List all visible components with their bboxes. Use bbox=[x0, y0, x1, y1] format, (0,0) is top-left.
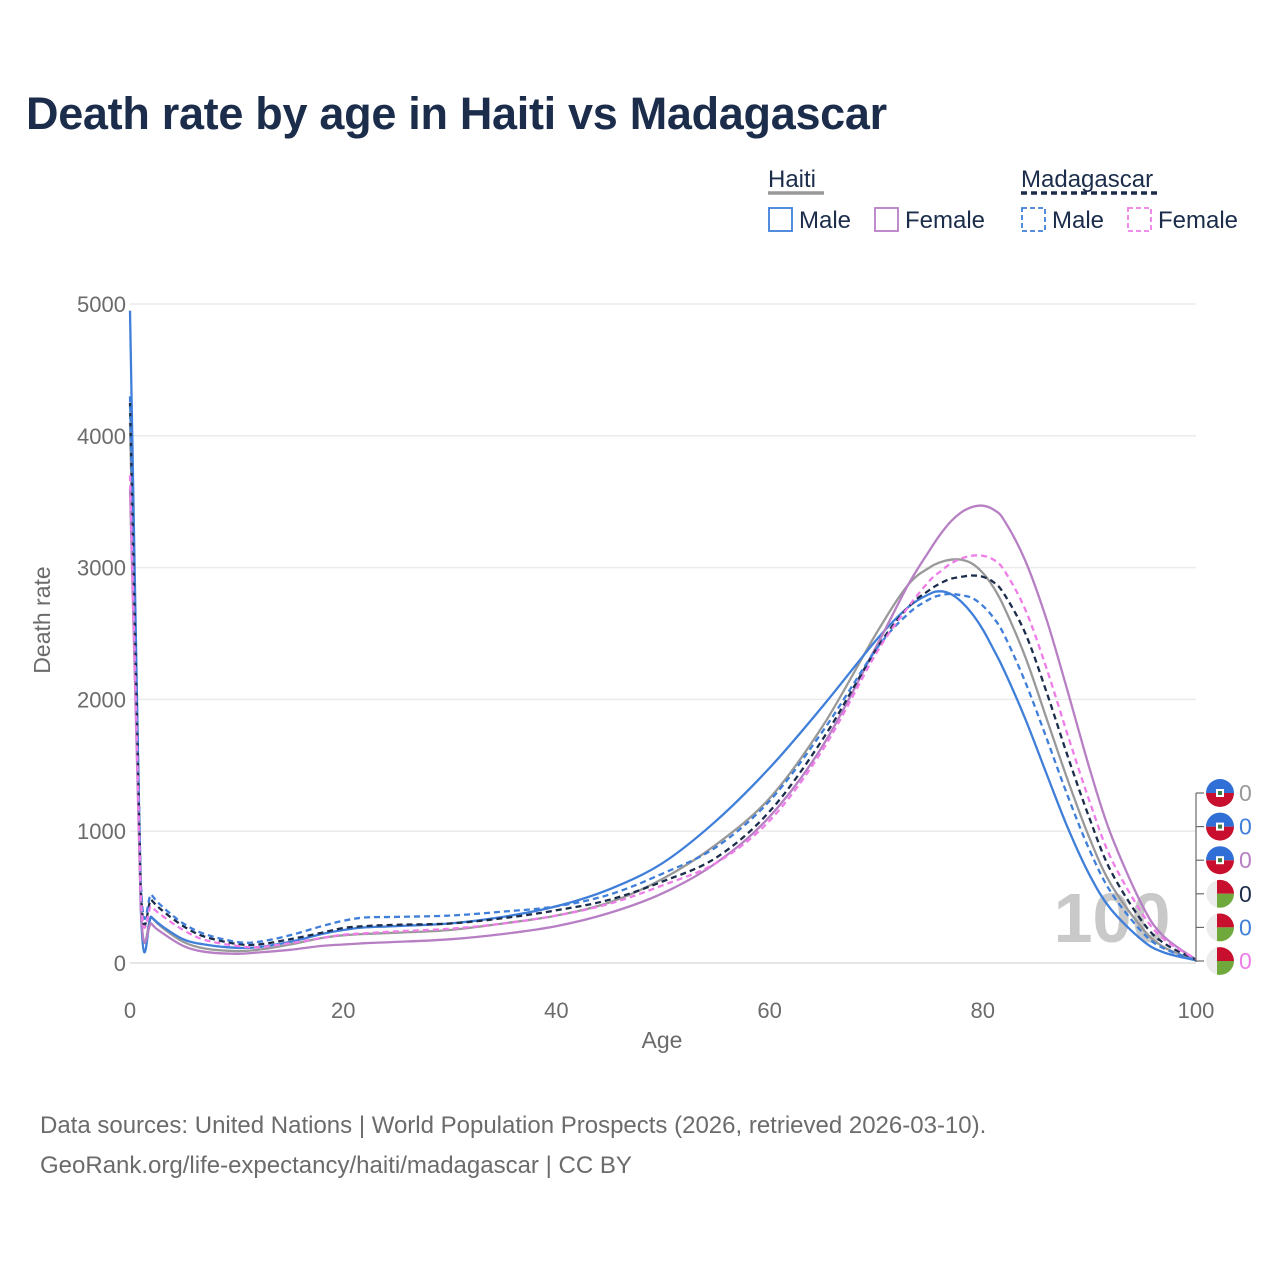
madagascar-flag-icon bbox=[1206, 913, 1234, 942]
x-tick-label: 80 bbox=[971, 998, 995, 1023]
series-line-madagascar-total bbox=[128, 402, 1197, 961]
y-tick-label: 5000 bbox=[77, 292, 126, 317]
legend-entry-label[interactable]: Female bbox=[905, 207, 985, 234]
y-tick-label: 1000 bbox=[77, 819, 126, 844]
grid-lines bbox=[130, 303, 1196, 964]
legend-entry-label[interactable]: Male bbox=[1052, 207, 1104, 234]
x-tick-label: 20 bbox=[331, 998, 355, 1023]
madagascar-flag-icon bbox=[1206, 947, 1234, 975]
y-tick-label: 0 bbox=[114, 951, 126, 976]
x-tick-label: 0 bbox=[124, 998, 136, 1023]
legend-entry-label[interactable]: Female bbox=[1158, 207, 1238, 234]
x-axis-label: Age bbox=[642, 1027, 683, 1053]
end-value-label: 0 bbox=[1239, 881, 1252, 907]
legend-swatch[interactable] bbox=[768, 207, 793, 232]
haiti-flag-icon bbox=[1206, 779, 1234, 807]
y-tick-label: 4000 bbox=[77, 424, 126, 449]
series-line-madagascar-male bbox=[128, 396, 1197, 962]
y-tick-labels: 0 1000 2000 3000 4000 5000 bbox=[77, 292, 126, 976]
x-tick-label: 60 bbox=[757, 998, 781, 1023]
series-line-haiti-total bbox=[128, 422, 1197, 962]
series-line-haiti-male bbox=[128, 310, 1197, 962]
series-lines bbox=[128, 310, 1197, 962]
legend-swatch[interactable] bbox=[1127, 207, 1152, 232]
series-line-madagascar-female bbox=[128, 475, 1197, 960]
x-tick-label: 40 bbox=[544, 998, 568, 1023]
chart-title: Death rate by age in Haiti vs Madagascar bbox=[26, 88, 887, 139]
animation-year-watermark: 100 bbox=[1054, 879, 1171, 957]
footer-source: Data sources: United Nations | World Pop… bbox=[40, 1112, 987, 1139]
y-tick-label: 2000 bbox=[77, 687, 126, 712]
end-value-label: 0 bbox=[1239, 814, 1252, 840]
end-value-label: 0 bbox=[1239, 948, 1252, 974]
legend-swatch[interactable] bbox=[1021, 207, 1046, 232]
y-axis-label: Death rate bbox=[29, 566, 55, 673]
series-end-labels: 0 0 0 0 0 0 bbox=[1195, 779, 1252, 975]
madagascar-flag-icon bbox=[1206, 879, 1234, 908]
end-value-label: 0 bbox=[1239, 914, 1252, 940]
x-tick-label: 100 bbox=[1178, 998, 1215, 1023]
end-value-label: 0 bbox=[1239, 847, 1252, 873]
end-value-label: 0 bbox=[1239, 780, 1252, 806]
footer-link[interactable]: GeoRank.org/life-expectancy/haiti/madaga… bbox=[40, 1152, 632, 1179]
x-tick-labels: 0 20 40 60 80 100 bbox=[124, 998, 1214, 1023]
haiti-flag-icon bbox=[1206, 812, 1234, 841]
y-tick-label: 3000 bbox=[77, 556, 126, 581]
footer: Data sources: United Nations | World Pop… bbox=[40, 1106, 986, 1186]
legend-group-title: Madagascar bbox=[1021, 166, 1153, 193]
haiti-flag-icon bbox=[1206, 846, 1234, 875]
series-line-haiti-female bbox=[128, 488, 1197, 961]
legend-entry-label[interactable]: Male bbox=[799, 207, 851, 234]
legend-group-title: Haiti bbox=[768, 166, 816, 193]
legend-swatch[interactable] bbox=[874, 207, 899, 232]
